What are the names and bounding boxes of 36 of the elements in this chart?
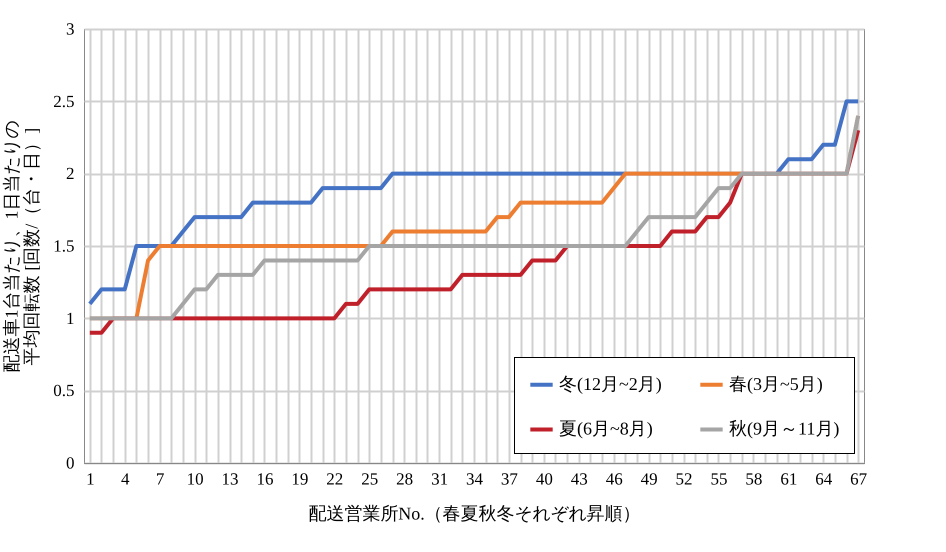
x-tick-label: 64: [815, 470, 833, 488]
x-tick-label: 55: [710, 470, 728, 488]
x-tick-label: 4: [120, 470, 130, 488]
x-tick-label: 16: [256, 470, 274, 488]
y-tick-label: 0: [66, 454, 74, 472]
y-tick-label: 3: [66, 20, 74, 38]
x-tick-label: 43: [570, 470, 588, 488]
x-tick-label: 7: [156, 470, 165, 488]
x-tick-label: 19: [291, 470, 308, 488]
legend-label: 冬(12月~2月): [559, 374, 662, 394]
x-tick-label: 58: [745, 470, 762, 488]
x-tick-label: 37: [500, 470, 518, 488]
x-tick-label: 67: [850, 470, 868, 488]
y-axis-title: 配送車1台当たり、1日当たりの平均回転数 [回数/（台・日）]: [1, 120, 42, 372]
x-tick-label: 52: [676, 470, 693, 488]
x-tick-label: 28: [396, 470, 414, 488]
y-tick-label: 2: [66, 164, 74, 184]
x-tick-label: 34: [466, 470, 484, 488]
legend-label: 夏(6月~8月): [559, 418, 653, 438]
x-tick-label: 61: [780, 470, 798, 488]
x-axis-title: 配送営業所No.（春夏秋冬それぞれ昇順）: [308, 504, 641, 524]
x-tick-label: 22: [326, 470, 344, 488]
x-tick-label: 46: [606, 470, 623, 488]
x-tick-label: 49: [640, 470, 658, 488]
y-tick-label: 0.5: [53, 381, 74, 400]
legend-label: 春(3月~5月): [729, 374, 823, 394]
y-tick-label: 1: [66, 308, 74, 328]
x-tick-label: 10: [186, 470, 204, 488]
x-tick-label: 31: [431, 470, 448, 488]
x-tick-label: 1: [86, 470, 95, 488]
x-tick-label: 13: [222, 470, 239, 488]
x-tick-label: 25: [361, 470, 378, 488]
y-tick-label: 2.5: [53, 92, 74, 111]
legend-label: 秋(9月～11月): [729, 418, 840, 438]
y-tick-label: 1.5: [53, 236, 74, 256]
x-tick-label: 40: [536, 470, 553, 488]
